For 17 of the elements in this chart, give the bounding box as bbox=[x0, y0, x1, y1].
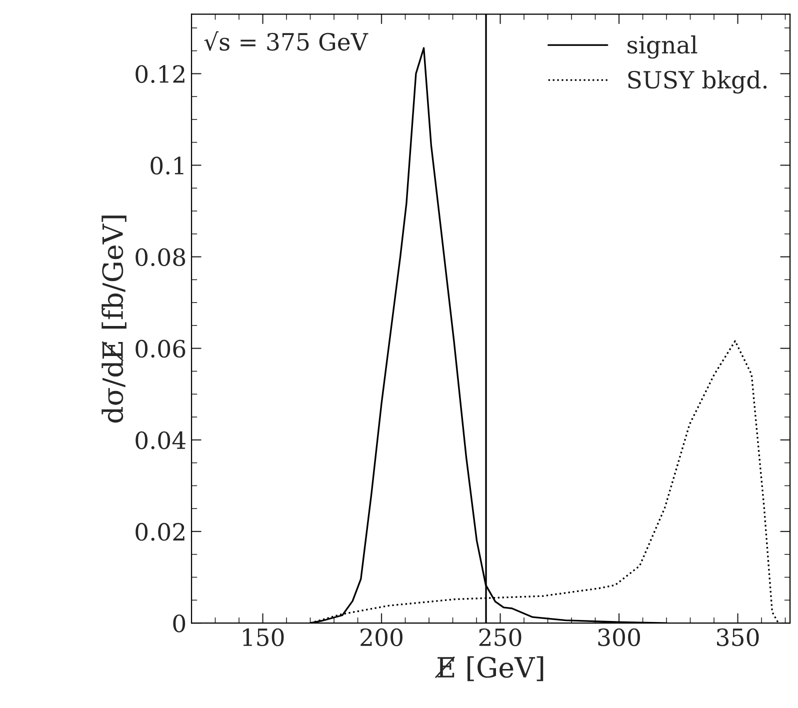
legend-label: signal bbox=[628, 35, 698, 59]
x-tick-label: 300 bbox=[598, 628, 640, 646]
x-tick-label: 350 bbox=[717, 628, 759, 646]
y-axis-title: dσ/dE̸ [fb/GeV] bbox=[102, 216, 126, 423]
y-tick-label: 0.04 bbox=[136, 431, 186, 450]
x-axis-title: E̸ [GeV] bbox=[434, 656, 544, 682]
annotation: √s = 375 GeV bbox=[204, 31, 368, 51]
x-tick-label: 200 bbox=[360, 628, 402, 646]
y-tick-label: 0.12 bbox=[136, 65, 184, 83]
y-tick-label: 0.02 bbox=[136, 522, 184, 541]
y-tick-label: 0.06 bbox=[136, 340, 186, 358]
legend-label: SUSY bkgd. bbox=[628, 70, 767, 94]
y-tick-label: 0.1 bbox=[150, 156, 184, 175]
x-tick-label: 150 bbox=[243, 628, 284, 646]
y-tick-label: 0 bbox=[173, 614, 186, 632]
x-tick-label: 250 bbox=[479, 628, 522, 646]
y-tick-label: 0.08 bbox=[136, 248, 186, 266]
